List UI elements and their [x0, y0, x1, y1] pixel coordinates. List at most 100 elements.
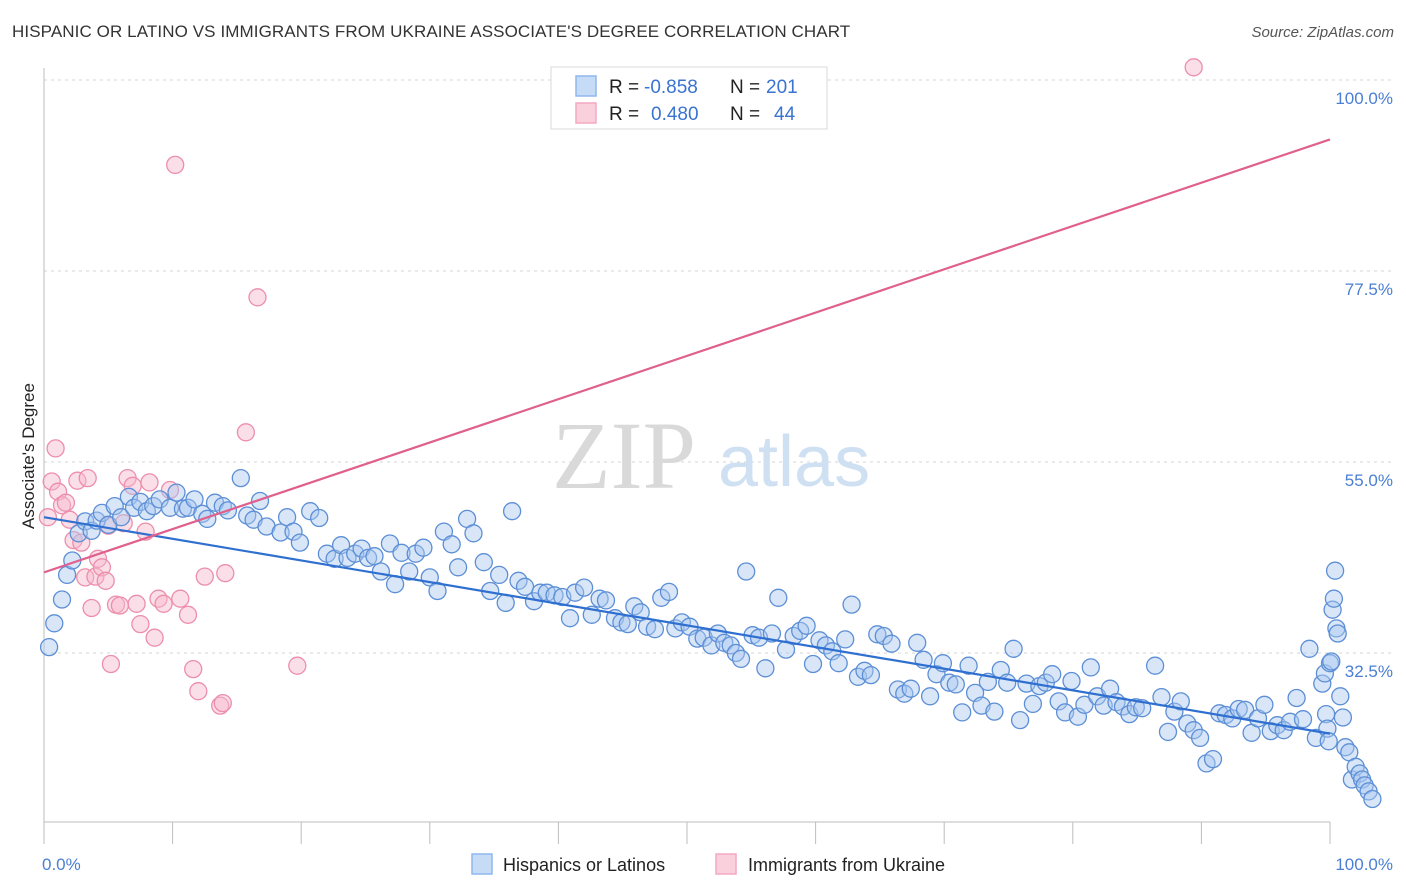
hispanic-point: [946, 675, 965, 694]
ukraine-point: [189, 682, 208, 701]
ukraine-trend-line: [43, 138, 1331, 574]
legend-r-value-1: -0.858: [644, 77, 698, 98]
hispanic-point: [1126, 698, 1145, 717]
ukraine-point: [92, 558, 112, 577]
legend-swatch-pink: [575, 102, 597, 124]
hispanic-point: [160, 498, 180, 517]
watermark-zip: ZIP: [552, 402, 696, 509]
hispanic-point: [414, 538, 433, 557]
hispanic-point: [1075, 695, 1094, 714]
hispanic-point: [829, 654, 848, 673]
hispanic-point: [1178, 714, 1197, 733]
ukraine-point: [140, 473, 159, 492]
hispanic-point: [1152, 687, 1171, 707]
tick-labels: 32.5% 55.0% 77.5% 100.0% 0.0% 100.0%: [42, 89, 1393, 874]
hispanic-point: [1190, 728, 1210, 748]
ukraine-point: [248, 288, 267, 307]
hispanic-point: [1171, 692, 1190, 711]
hispanic-point: [45, 614, 64, 633]
hispanic-point: [185, 490, 204, 509]
y-tick-label: 77.5%: [1345, 280, 1393, 299]
hispanic-point: [1325, 561, 1345, 580]
y-axis-label: Associate's Degree: [19, 383, 38, 529]
hispanic-point: [1004, 639, 1023, 658]
hispanic-point: [874, 626, 893, 646]
hispanic-point: [52, 590, 72, 609]
x-tick-label: 0.0%: [42, 855, 81, 874]
hispanic-point: [167, 483, 186, 502]
hispanic-point: [797, 616, 816, 635]
hispanic-point: [1300, 639, 1319, 658]
hispanic-point: [596, 591, 616, 610]
ukraine-point: [211, 696, 230, 715]
hispanic-point: [1049, 692, 1068, 711]
hispanic-point: [959, 656, 978, 675]
hispanic-point: [836, 630, 855, 649]
y-tick-label: 55.0%: [1345, 471, 1393, 490]
watermark: ZIP atlas: [552, 402, 870, 509]
hispanic-point: [1322, 652, 1341, 671]
hispanic-point: [365, 547, 384, 566]
hispanic-point: [645, 620, 665, 639]
hispanic-point: [803, 654, 823, 674]
hispanic-point: [464, 524, 483, 543]
ukraine-point: [101, 654, 121, 674]
hispanic-point: [1287, 688, 1306, 708]
hispanic-point: [1010, 710, 1030, 730]
hispanic-point: [1158, 722, 1178, 742]
hispanic-point: [920, 687, 940, 706]
bottom-legend-swatch-blue: [471, 853, 493, 875]
hispanic-point: [659, 582, 679, 602]
hispanic-point: [310, 508, 329, 528]
legend-n-value-2: 44: [774, 104, 796, 125]
hispanic-point: [756, 659, 775, 678]
grid-lines: [44, 79, 1392, 654]
hispanic-point: [1328, 624, 1347, 643]
hispanic-point: [490, 565, 509, 585]
hispanic-point: [908, 633, 927, 652]
ukraine-point: [96, 571, 115, 590]
bottom-legend-swatch-pink: [715, 853, 737, 875]
hispanic-point: [762, 624, 782, 643]
ukraine-point: [195, 567, 214, 586]
hispanic-point: [105, 496, 124, 516]
hispanic-point: [250, 491, 270, 511]
legend-n-label-1: N =: [730, 77, 760, 98]
hispanic-point: [448, 558, 468, 577]
hispanic-point: [590, 589, 609, 608]
hispanic-point: [940, 673, 959, 692]
hispanic-point: [927, 665, 946, 684]
ukraine-point: [86, 567, 105, 586]
ukraine-point: [110, 596, 130, 615]
ukraine-point: [213, 693, 232, 713]
hispanic-point: [737, 562, 756, 581]
ukraine-point: [149, 589, 168, 608]
legend-swatch-blue: [575, 75, 597, 97]
ukraine-point: [288, 656, 307, 675]
hispanic-point: [842, 595, 861, 614]
hispanic-point: [1043, 665, 1062, 684]
x-tick-label: 100.0%: [1335, 855, 1393, 874]
ukraine-point: [42, 472, 61, 491]
hispanic-point: [901, 679, 920, 698]
legend-r-label-1: R =: [609, 77, 639, 98]
hispanic-point: [1319, 732, 1338, 751]
hispanic-point: [1062, 671, 1081, 691]
hispanic-point: [985, 702, 1004, 721]
ukraine-point: [46, 439, 65, 458]
hispanic-trend-line: [43, 516, 1331, 735]
ukraine-point: [145, 628, 164, 647]
hispanic-point: [502, 502, 522, 521]
ukraine-point: [56, 493, 76, 512]
hispanic-point: [371, 562, 391, 581]
hispanic-point: [1333, 708, 1353, 727]
ukraine-point: [127, 594, 146, 613]
hispanic-point: [1203, 749, 1223, 769]
hispanic-point: [392, 543, 411, 562]
hispanic-point: [39, 637, 59, 657]
legend: R = -0.858 N = 201 R = 0.480 N = 44: [550, 66, 828, 130]
hispanic-point: [882, 634, 901, 653]
hispanic-point: [1145, 656, 1165, 675]
hispanic-point: [574, 578, 594, 597]
hispanic-point: [1255, 695, 1274, 714]
